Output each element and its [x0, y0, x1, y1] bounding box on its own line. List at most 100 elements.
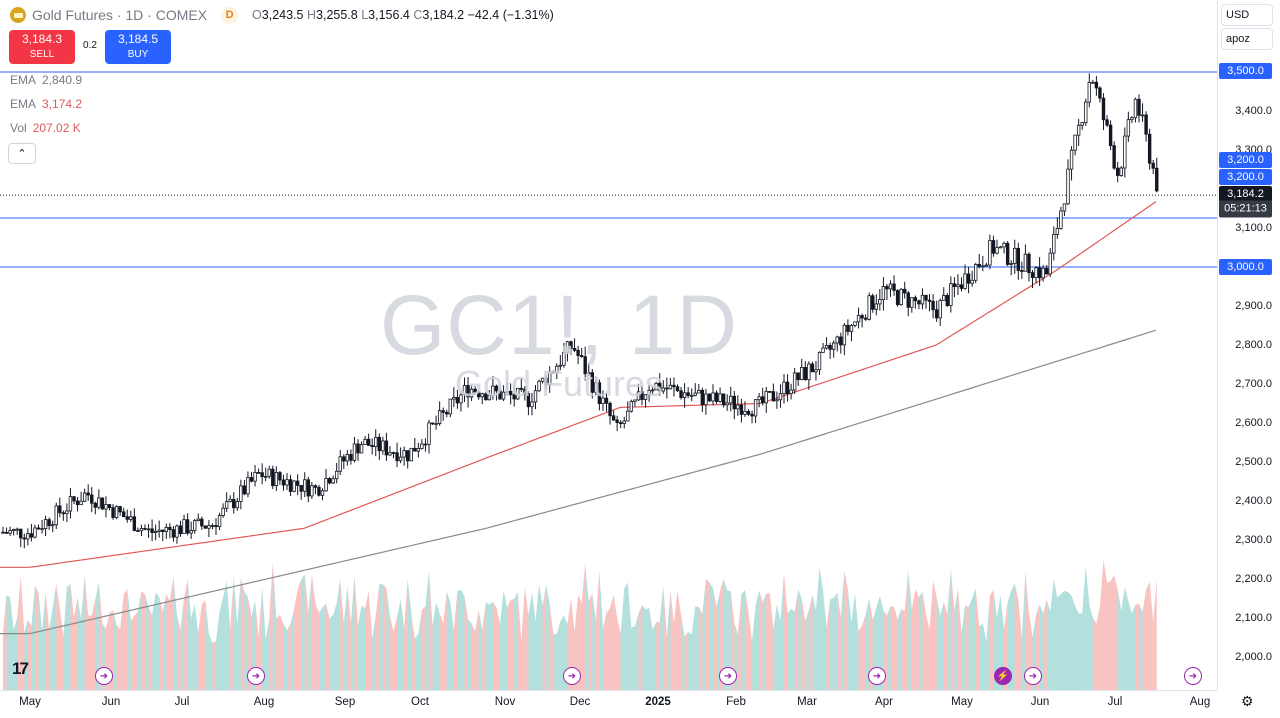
candle-body: [459, 394, 463, 404]
volume-area: [74, 597, 78, 690]
hline-label-3200[interactable]: 3,200.0: [1219, 152, 1272, 168]
candle-body: [377, 436, 381, 452]
delayed-badge[interactable]: D: [221, 6, 239, 24]
volume-area: [326, 603, 330, 690]
volume-area: [517, 591, 522, 690]
hline-label-3500[interactable]: 3,500.0: [1219, 63, 1272, 79]
volume-area: [269, 561, 273, 690]
volume-area: [787, 608, 792, 690]
candle-body: [675, 386, 680, 392]
candle-body: [349, 454, 353, 461]
hline-label-3200-b[interactable]: 3,200.0: [1219, 169, 1272, 185]
sell-button[interactable]: 3,184.3 SELL: [9, 30, 75, 64]
candle-body: [601, 397, 605, 404]
time-tick: Jul: [1107, 696, 1123, 708]
volume-area: [737, 594, 742, 690]
volume-area: [1131, 604, 1136, 690]
candle-body: [729, 395, 733, 404]
time-tick: Feb: [726, 696, 746, 708]
candle-body: [945, 295, 949, 306]
lightning-event-icon[interactable]: ⚡: [994, 667, 1012, 685]
candle-body: [168, 526, 172, 530]
candle-body: [260, 472, 264, 478]
symbol-title[interactable]: Gold Futures · 1D · COMEX: [32, 7, 208, 23]
volume-area: [287, 623, 291, 690]
candle-body: [995, 246, 999, 254]
volume-area: [592, 593, 596, 690]
volume-area: [464, 596, 469, 690]
volume-area: [468, 619, 472, 690]
horizontal-lines: [0, 71, 1217, 268]
candle-body: [33, 527, 37, 538]
event-marker-icon[interactable]: ➜: [719, 667, 737, 685]
volume-area: [894, 606, 898, 690]
open-value: 3,243.5: [261, 8, 304, 22]
volume-area: [120, 594, 124, 690]
candle-body: [963, 273, 967, 289]
volume-area: [1139, 603, 1143, 690]
volume-area: [940, 601, 944, 690]
time-axis[interactable]: [0, 690, 1217, 718]
volume-area: [361, 605, 366, 690]
candle-body: [366, 438, 371, 446]
candle-body: [981, 265, 985, 268]
volume-legend[interactable]: Vol 207.02 K: [10, 121, 81, 135]
candle-body: [974, 263, 978, 281]
volume-area: [98, 582, 103, 690]
volume-area: [642, 605, 646, 690]
buy-button[interactable]: 3,184.5 BUY: [105, 30, 171, 64]
volume-area: [379, 583, 383, 690]
candle-body: [693, 392, 697, 396]
candle-body: [498, 390, 502, 400]
ema-fast-legend[interactable]: EMA 3,174.2: [10, 97, 83, 111]
volume-area: [855, 593, 859, 690]
tradingview-logo[interactable]: 17: [12, 659, 29, 678]
collapse-legend-button[interactable]: ⌃: [8, 143, 36, 164]
volume-area: [52, 583, 57, 690]
candle-body: [1144, 114, 1148, 135]
volume-area: [304, 574, 309, 690]
candle-body: [61, 512, 66, 515]
volume-area: [1071, 595, 1076, 690]
candle-body: [324, 478, 328, 492]
candle-body: [846, 324, 850, 332]
candle-body: [97, 497, 101, 508]
event-marker-icon[interactable]: ➜: [868, 667, 886, 685]
volume-area: [539, 584, 543, 690]
volume-area: [315, 603, 319, 690]
volume-area: [318, 607, 323, 690]
volume-area: [272, 561, 277, 690]
price-chart[interactable]: [0, 0, 1217, 690]
volume-area: [606, 607, 611, 690]
candle-body: [303, 479, 307, 492]
candle-body: [4, 531, 9, 534]
ema-slow-legend[interactable]: EMA 2,840.9: [10, 73, 83, 87]
candle-body: [1073, 134, 1077, 151]
volume-area: [574, 594, 579, 690]
volume-area: [652, 622, 657, 690]
candle-body: [512, 394, 516, 400]
currency-select[interactable]: USD: [1221, 4, 1273, 26]
candle-body: [874, 303, 878, 310]
volume-area: [865, 598, 870, 690]
candle-body: [171, 529, 176, 538]
price-axis[interactable]: [1217, 0, 1280, 690]
event-marker-icon[interactable]: ➜: [95, 667, 113, 685]
volume-area: [340, 578, 344, 690]
hline-label-3000[interactable]: 3,000.0: [1219, 259, 1272, 275]
candle-body: [1052, 233, 1056, 254]
candle-body: [484, 393, 488, 401]
candle-body: [239, 485, 243, 502]
event-marker-icon[interactable]: ➜: [1024, 667, 1042, 685]
event-marker-icon[interactable]: ➜: [247, 667, 265, 685]
volume-area: [31, 585, 35, 690]
event-marker-icon[interactable]: ➜: [563, 667, 581, 685]
volume-area: [585, 563, 589, 690]
candle-body: [949, 283, 953, 306]
unit-select[interactable]: apoz: [1221, 28, 1273, 50]
candle-body: [1147, 133, 1152, 164]
price-tick: 2,200.0: [1235, 573, 1272, 585]
price-tick: 2,500.0: [1235, 456, 1272, 468]
event-marker-icon[interactable]: ➜: [1184, 667, 1202, 685]
settings-gear-icon[interactable]: ⚙: [1241, 693, 1254, 709]
